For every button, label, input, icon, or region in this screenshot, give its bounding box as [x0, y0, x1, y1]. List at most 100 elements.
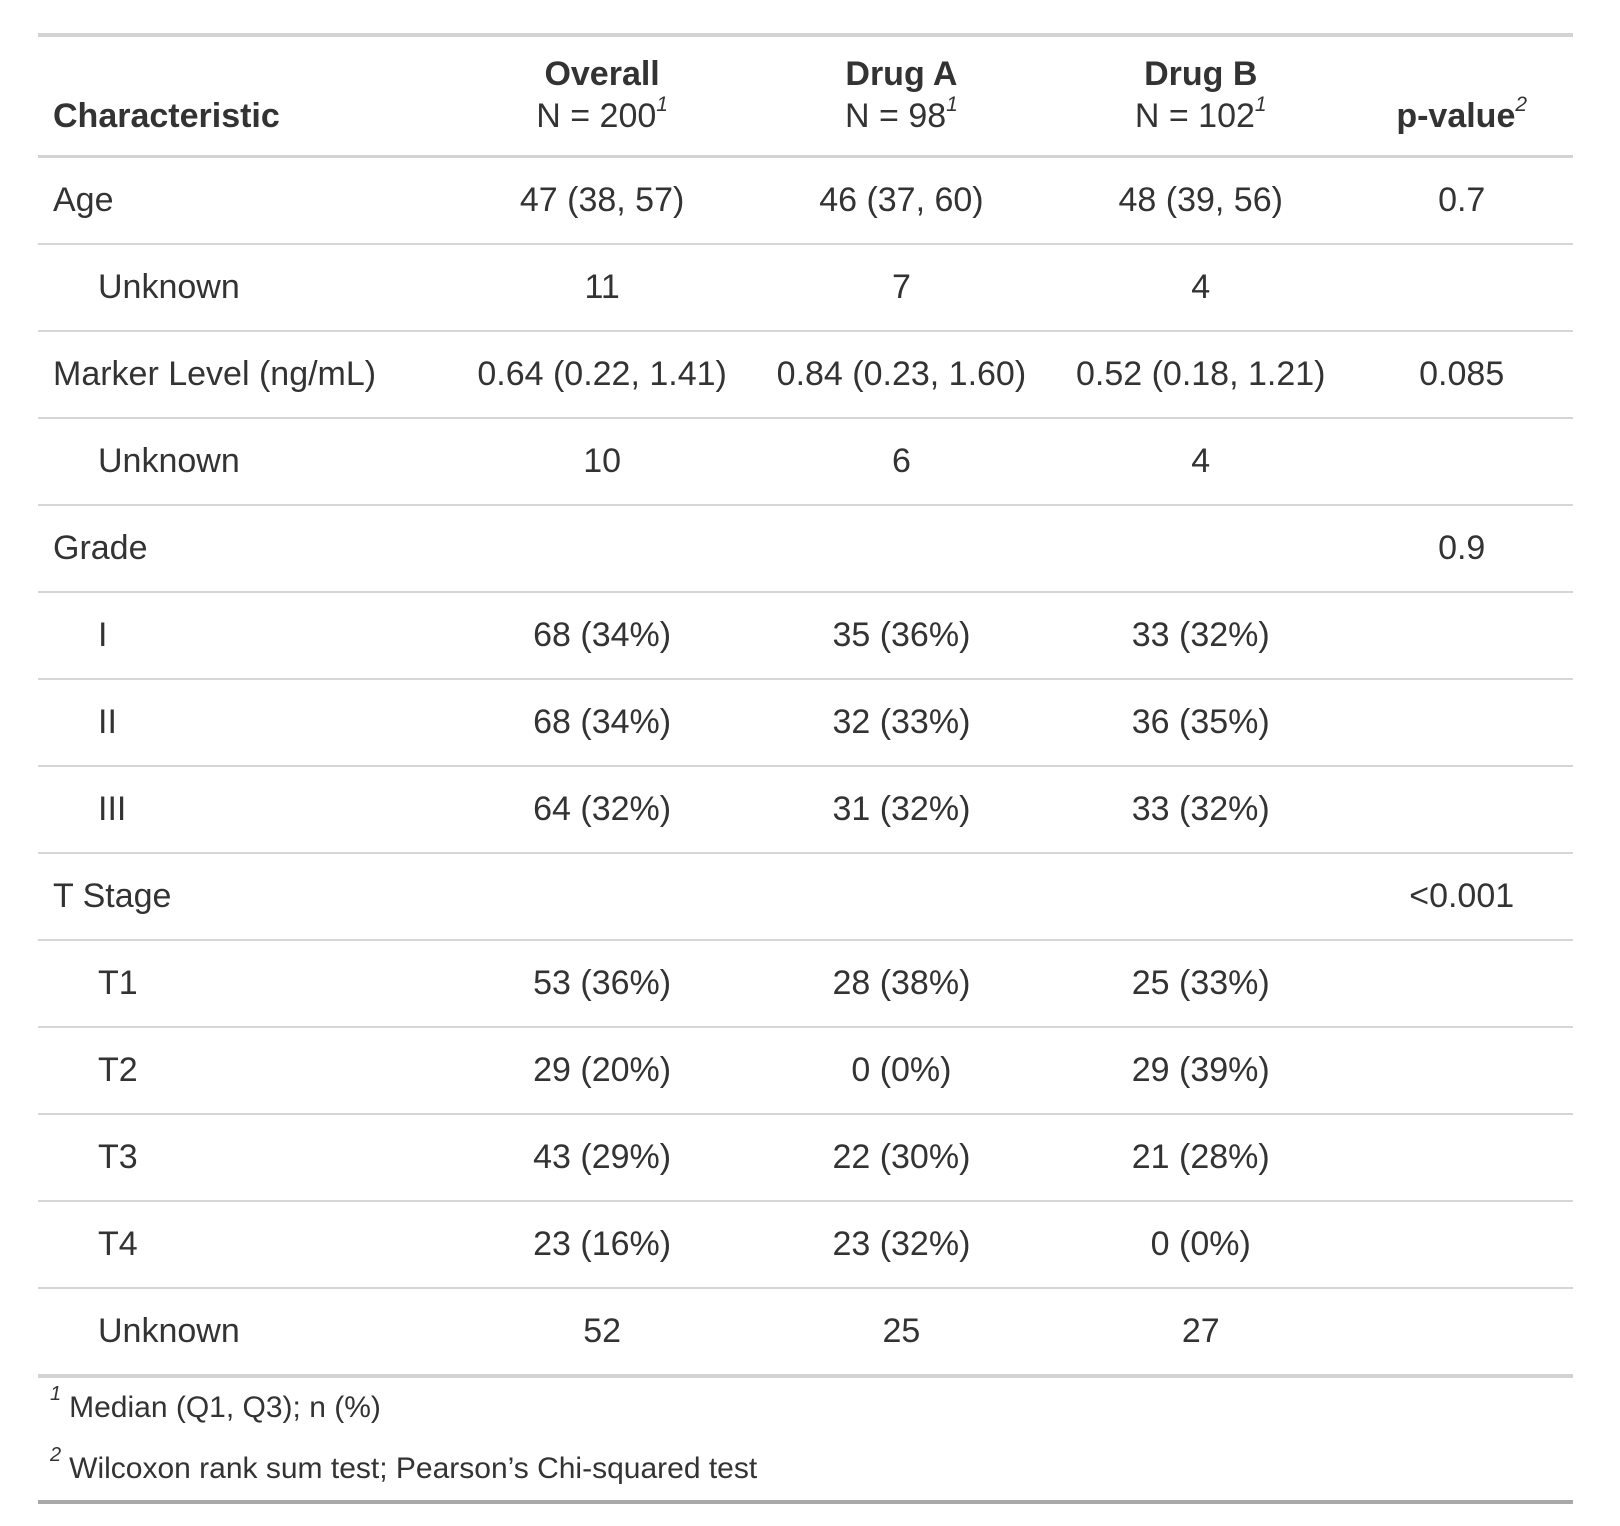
cell-drug-a: 35 (36%): [751, 592, 1052, 680]
cell-overall: 53 (36%): [452, 940, 752, 1028]
row-label-cell: T Stage: [38, 853, 453, 941]
row-label-cell: T2: [38, 1027, 453, 1115]
cell-overall: 68 (34%): [452, 592, 752, 680]
footnote-ref-icon: 1: [1254, 92, 1267, 116]
row-label-cell: Unknown: [38, 244, 453, 332]
table-row-age: Age 47 (38, 57) 46 (37, 60) 48 (39, 56) …: [38, 156, 1573, 245]
table-footnotes: 1 Median (Q1, Q3); n (%) 2 Wilcoxon rank s…: [38, 1376, 1573, 1502]
column-header-p-value: p-value2: [1350, 35, 1573, 158]
cell-overall: 29 (20%): [452, 1027, 752, 1115]
column-header-drug-a: Drug A N = 981: [751, 35, 1052, 158]
cell-p-value: [1350, 1027, 1573, 1115]
cell-p-value: [1350, 1114, 1573, 1202]
cell-drug-b: 21 (28%): [1051, 1114, 1351, 1202]
table-row-marker-unknown: Unknown 10 6 4: [38, 418, 1573, 506]
cell-drug-b: 36 (35%): [1051, 679, 1351, 767]
row-label-cell: Marker Level (ng/mL): [38, 331, 453, 419]
cell-overall: 64 (32%): [452, 766, 752, 854]
cell-overall: 23 (16%): [452, 1201, 752, 1289]
cell-p-value: [1350, 940, 1573, 1028]
footnote-1: 1 Median (Q1, Q3); n (%): [38, 1376, 1573, 1439]
cell-drug-b: 33 (32%): [1051, 592, 1351, 680]
cell-drug-b: 29 (39%): [1051, 1027, 1351, 1115]
row-label-cell: Unknown: [38, 418, 453, 506]
column-label: Drug A: [845, 55, 958, 93]
cell-drug-a: 32 (33%): [751, 679, 1052, 767]
cell-overall: 52: [452, 1288, 752, 1378]
cell-p-value: [1350, 418, 1573, 506]
cell-p-value: [1350, 766, 1573, 854]
footnote-ref-icon: 2: [50, 1444, 62, 1466]
cell-drug-a: 7: [751, 244, 1052, 332]
table-row-t4: T4 23 (16%) 23 (32%) 0 (0%): [38, 1201, 1573, 1289]
column-n: N = 200: [536, 97, 657, 135]
column-label: Characteristic: [53, 97, 280, 135]
cell-drug-a: 0 (0%): [751, 1027, 1052, 1115]
column-header-drug-b: Drug B N = 1021: [1051, 35, 1351, 158]
cell-overall: 11: [452, 244, 752, 332]
cell-drug-b: 0.52 (0.18, 1.21): [1051, 331, 1351, 419]
table-body: Age 47 (38, 57) 46 (37, 60) 48 (39, 56) …: [38, 156, 1573, 1378]
cell-overall: [452, 853, 752, 941]
cell-drug-a: [751, 505, 1052, 593]
footnote-ref-icon: 2: [1515, 92, 1528, 116]
cell-drug-a: [751, 853, 1052, 941]
row-label-cell: Grade: [38, 505, 453, 593]
row-label-cell: T1: [38, 940, 453, 1028]
table-row-grade-3: III 64 (32%) 31 (32%) 33 (32%): [38, 766, 1573, 854]
row-label-cell: T4: [38, 1201, 453, 1289]
cell-drug-a: 6: [751, 418, 1052, 506]
cell-drug-b: [1051, 505, 1351, 593]
cell-overall: [452, 505, 752, 593]
footnote-2: 2 Wilcoxon rank sum test; Pearson’s Chi-s…: [38, 1439, 1573, 1502]
footnote-row: 2 Wilcoxon rank sum test; Pearson’s Chi-s…: [38, 1439, 1573, 1502]
column-header-characteristic: Characteristic: [38, 35, 453, 158]
footnote-ref-icon: 1: [946, 92, 958, 116]
cell-drug-b: 25 (33%): [1051, 940, 1351, 1028]
row-label-cell: III: [38, 766, 453, 854]
cell-p-value: 0.085: [1350, 331, 1573, 419]
column-sublabel: N = 981: [762, 92, 1041, 137]
column-header-overall: Overall N = 2001: [452, 35, 752, 158]
cell-drug-a: 0.84 (0.23, 1.60): [751, 331, 1052, 419]
row-label-cell: I: [38, 592, 453, 680]
cell-p-value: [1350, 244, 1573, 332]
row-label-cell: II: [38, 679, 453, 767]
column-sublabel: N = 1021: [1061, 92, 1340, 137]
table-row-t1: T1 53 (36%) 28 (38%) 25 (33%): [38, 940, 1573, 1028]
cell-drug-b: [1051, 853, 1351, 941]
cell-drug-b: 4: [1051, 418, 1351, 506]
cell-drug-a: 25: [751, 1288, 1052, 1378]
cell-overall: 68 (34%): [452, 679, 752, 767]
cell-p-value: 0.9: [1350, 505, 1573, 593]
cell-drug-a: 31 (32%): [751, 766, 1052, 854]
footnote-text: Median (Q1, Q3); n (%): [69, 1391, 381, 1424]
cell-overall: 47 (38, 57): [452, 156, 752, 245]
column-label: Drug B: [1144, 55, 1258, 93]
table-row-t-stage: T Stage <0.001: [38, 853, 1573, 941]
cell-drug-b: 33 (32%): [1051, 766, 1351, 854]
table-header: Characteristic Overall N = 2001 Drug A N…: [38, 35, 1573, 158]
row-label-cell: Unknown: [38, 1288, 453, 1378]
cell-drug-b: 48 (39, 56): [1051, 156, 1351, 245]
column-label: Overall: [544, 55, 660, 93]
footnote-text: Wilcoxon rank sum test; Pearson’s Chi-sq…: [69, 1452, 758, 1485]
table-row-grade-2: II 68 (34%) 32 (33%) 36 (35%): [38, 679, 1573, 767]
column-sublabel: N = 2001: [462, 94, 741, 137]
footnote-ref-icon: 1: [50, 1383, 62, 1405]
column-n: N = 98: [845, 97, 947, 135]
cell-p-value: [1350, 1288, 1573, 1378]
cell-p-value: [1350, 679, 1573, 767]
cell-drug-a: 23 (32%): [751, 1201, 1052, 1289]
cell-drug-b: 0 (0%): [1051, 1201, 1351, 1289]
table-row-t3: T3 43 (29%) 22 (30%) 21 (28%): [38, 1114, 1573, 1202]
row-label-cell: T3: [38, 1114, 453, 1202]
table-row-age-unknown: Unknown 11 7 4: [38, 244, 1573, 332]
table-row-t2: T2 29 (20%) 0 (0%) 29 (39%): [38, 1027, 1573, 1115]
cell-overall: 43 (29%): [452, 1114, 752, 1202]
cell-overall: 10: [452, 418, 752, 506]
table-row-t-stage-unknown: Unknown 52 25 27: [38, 1288, 1573, 1378]
cell-drug-b: 4: [1051, 244, 1351, 332]
table-row-grade-1: I 68 (34%) 35 (36%) 33 (32%): [38, 592, 1573, 680]
